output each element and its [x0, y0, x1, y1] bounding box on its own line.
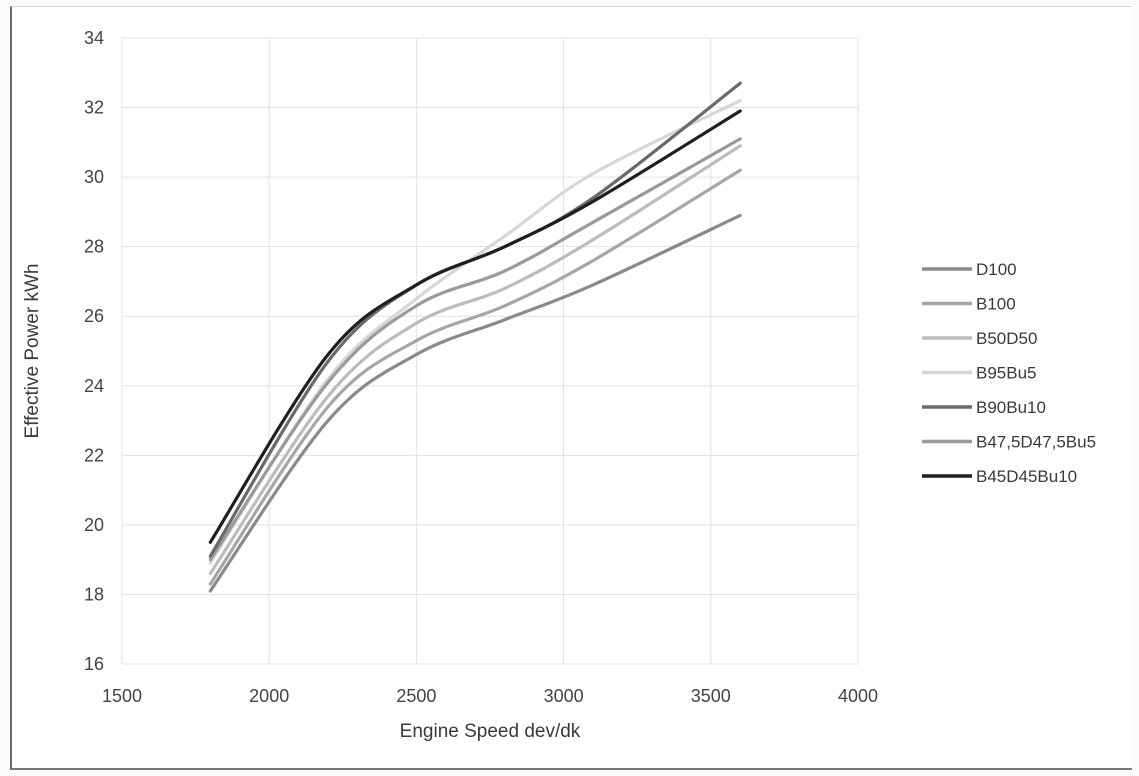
x-tick-label: 3000: [544, 686, 584, 706]
y-tick-label: 18: [84, 584, 104, 604]
y-tick-label: 24: [84, 376, 104, 396]
series-line-4: [208, 99, 742, 565]
y-tick-labels: 16 18 20 22 24 26 28 30 32 34: [84, 28, 104, 674]
y-tick-label: 28: [84, 237, 104, 257]
x-tick-label: 3500: [691, 686, 731, 706]
y-tick-label: 30: [84, 167, 104, 187]
legend-label: B100: [976, 295, 1016, 314]
y-tick-label: 34: [84, 28, 104, 48]
series-line-1: [208, 213, 742, 593]
legend-label: B90Bu10: [976, 398, 1046, 417]
legend: D100 B100 B50D50 B95Bu5 B90Bu10 B47,5D47,5Bu5…: [922, 260, 1096, 486]
gridlines: [121, 37, 859, 665]
x-tick-label: 1500: [102, 686, 142, 706]
y-tick-label: 20: [84, 515, 104, 535]
series-lines: [208, 81, 742, 593]
x-tick-label: 4000: [838, 686, 878, 706]
legend-label: B95Bu5: [976, 364, 1037, 383]
legend-label: B45D45Bu10: [976, 467, 1077, 486]
y-tick-label: 32: [84, 98, 104, 118]
series-line-2: [208, 168, 742, 586]
series-line-5: [208, 81, 742, 558]
series-line-6: [208, 137, 742, 562]
legend-label: B47,5D47,5Bu5: [976, 433, 1096, 452]
legend-label: B50D50: [976, 329, 1037, 348]
y-axis-title: Effective Power kWh: [22, 264, 43, 439]
series-line-7: [208, 109, 742, 544]
x-axis-title: Engine Speed dev/dk: [400, 721, 581, 742]
x-tick-label: 2500: [396, 686, 436, 706]
x-tick-labels: 1500 2000 2500 3000 3500 4000: [102, 686, 878, 706]
series-line-3: [208, 144, 742, 576]
x-tick-label: 2000: [249, 686, 289, 706]
y-tick-label: 16: [84, 654, 104, 674]
y-tick-label: 22: [84, 445, 104, 465]
y-tick-label: 26: [84, 306, 104, 326]
chart-frame: [10, 6, 1132, 770]
legend-label: D100: [976, 260, 1017, 279]
